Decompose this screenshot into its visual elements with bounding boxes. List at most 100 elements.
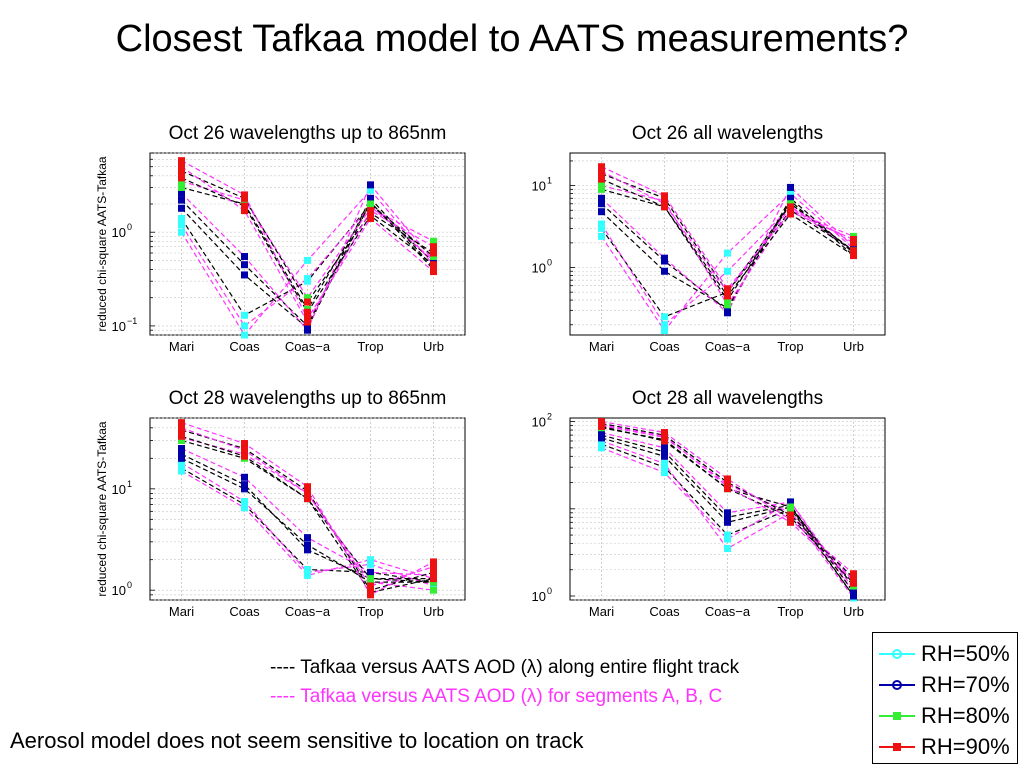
data-point bbox=[661, 200, 668, 208]
data-point bbox=[304, 308, 311, 316]
y-tick-label: 10 bbox=[112, 225, 126, 240]
data-point bbox=[430, 563, 437, 571]
data-point bbox=[304, 298, 311, 306]
data-point bbox=[724, 483, 731, 491]
series-line bbox=[601, 443, 854, 597]
series-line bbox=[181, 427, 434, 587]
data-point bbox=[178, 467, 185, 475]
y-axis-label: reduced chi-square AATS-Tafkaa bbox=[95, 156, 109, 332]
legend-item-rh80: RH=80% bbox=[873, 701, 1017, 731]
data-point bbox=[598, 220, 605, 228]
legend-marker-rh80 bbox=[879, 712, 915, 720]
data-point bbox=[661, 437, 668, 445]
data-point bbox=[724, 509, 731, 517]
data-point bbox=[787, 208, 794, 216]
data-point bbox=[724, 479, 731, 487]
data-point bbox=[304, 326, 311, 334]
data-point bbox=[241, 271, 248, 279]
data-point bbox=[724, 518, 731, 526]
data-point bbox=[367, 207, 374, 215]
data-point bbox=[598, 163, 605, 171]
legend-item-rh50: RH=50% bbox=[873, 639, 1017, 669]
x-tick-label: Coas bbox=[229, 604, 260, 619]
data-point bbox=[304, 275, 311, 283]
x-tick-label: Coas−a bbox=[285, 339, 331, 354]
data-point bbox=[598, 232, 605, 240]
x-tick-label: Coas−a bbox=[705, 604, 751, 619]
data-point bbox=[178, 157, 185, 165]
data-point bbox=[178, 174, 185, 182]
data-point bbox=[241, 473, 248, 481]
legend-item-rh70: RH=70% bbox=[873, 670, 1017, 700]
legend-item-rh90: RH=90% bbox=[873, 732, 1017, 762]
data-point bbox=[178, 221, 185, 229]
y-tick-exponent: 2 bbox=[547, 412, 552, 422]
data-point bbox=[430, 261, 437, 269]
data-point bbox=[304, 546, 311, 554]
data-point bbox=[241, 481, 248, 489]
data-point bbox=[430, 586, 437, 594]
data-point bbox=[367, 200, 374, 208]
data-point bbox=[241, 311, 248, 319]
data-point bbox=[661, 452, 668, 460]
y-tick-label: 10 bbox=[112, 482, 126, 497]
data-point bbox=[430, 558, 437, 566]
data-point bbox=[178, 445, 185, 453]
data-point bbox=[598, 208, 605, 216]
data-point bbox=[367, 215, 374, 223]
y-tick-exponent: 0 bbox=[127, 580, 132, 590]
data-point bbox=[178, 454, 185, 462]
data-point bbox=[850, 243, 857, 251]
legend-label-rh90: RH=90% bbox=[921, 734, 1010, 759]
x-tick-label: Mari bbox=[169, 339, 194, 354]
x-tick-label: Coas bbox=[649, 604, 680, 619]
data-point bbox=[787, 518, 794, 526]
x-tick-label: Coas bbox=[649, 339, 680, 354]
data-point bbox=[178, 215, 185, 223]
x-tick-label: Trop bbox=[357, 604, 383, 619]
data-point bbox=[367, 181, 374, 189]
x-tick-label: Coas bbox=[229, 339, 260, 354]
data-point bbox=[304, 489, 311, 497]
series-line bbox=[181, 180, 434, 299]
series-line bbox=[601, 425, 854, 584]
data-point bbox=[241, 446, 248, 454]
footer-text: Aerosol model does not seem sensitive to… bbox=[10, 728, 584, 753]
data-point bbox=[367, 560, 374, 568]
data-point bbox=[178, 204, 185, 212]
data-point bbox=[241, 331, 248, 339]
data-point bbox=[178, 196, 185, 204]
data-point bbox=[241, 497, 248, 505]
data-point bbox=[367, 582, 374, 590]
data-point bbox=[241, 253, 248, 261]
series-line bbox=[601, 192, 854, 332]
chart-title: Oct 28 wavelengths up to 865nm bbox=[169, 388, 447, 409]
x-tick-label: Mari bbox=[589, 604, 614, 619]
data-point bbox=[787, 203, 794, 211]
data-point bbox=[850, 247, 857, 255]
series-line bbox=[601, 199, 854, 309]
x-tick-label: Trop bbox=[357, 339, 383, 354]
series-line bbox=[601, 422, 854, 579]
legend-note-segments: ---- Tafkaa versus AATS AOD (λ) for segm… bbox=[270, 686, 723, 707]
data-point bbox=[241, 485, 248, 493]
data-point bbox=[724, 296, 731, 304]
data-point bbox=[724, 545, 731, 553]
x-tick-label: Urb bbox=[843, 339, 864, 354]
data-point bbox=[430, 253, 437, 261]
data-point bbox=[598, 444, 605, 452]
data-point bbox=[661, 432, 668, 440]
data-point bbox=[661, 192, 668, 200]
data-point bbox=[598, 200, 605, 208]
legend-marker-rh50 bbox=[879, 649, 915, 659]
data-point bbox=[178, 167, 185, 175]
y-tick-exponent: 1 bbox=[547, 176, 552, 186]
data-point bbox=[661, 429, 668, 437]
data-point bbox=[178, 432, 185, 440]
data-point bbox=[850, 592, 857, 600]
slide-title: Closest Tafkaa model to AATS measurement… bbox=[115, 18, 909, 60]
